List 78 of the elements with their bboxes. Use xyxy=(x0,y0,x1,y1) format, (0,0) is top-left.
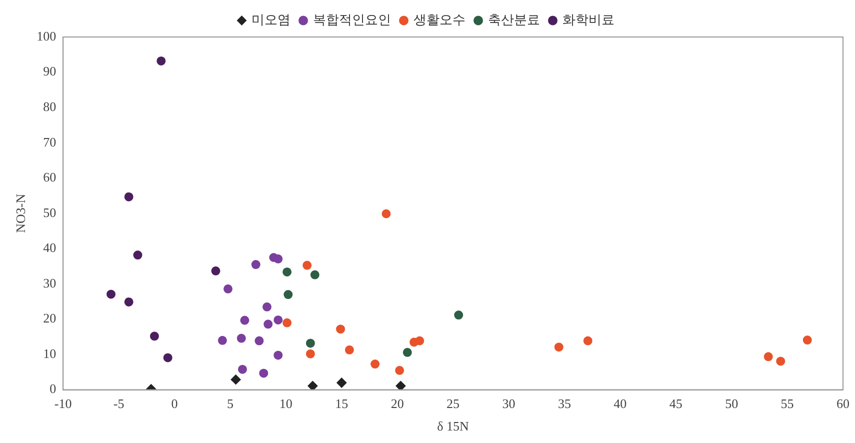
y-tick-label: 10 xyxy=(43,346,56,361)
x-tick-label: -10 xyxy=(54,396,72,412)
legend-label: 화학비료 xyxy=(562,12,614,27)
point xyxy=(308,380,318,390)
x-tick-label: 60 xyxy=(836,396,850,412)
point xyxy=(218,336,227,345)
y-tick-label: 30 xyxy=(43,275,56,290)
y-tick-label: 20 xyxy=(43,310,56,326)
point xyxy=(302,260,312,270)
x-tick-label: 10 xyxy=(279,396,292,412)
x-axis-title: δ 15N xyxy=(437,418,470,434)
point xyxy=(284,290,293,300)
y-tick-label: 40 xyxy=(43,240,56,256)
y-axis-title: NO3-N xyxy=(13,193,28,233)
y-tick-label: 0 xyxy=(50,381,56,396)
point xyxy=(306,338,315,348)
legend-label: 복합적인요인 xyxy=(312,12,391,27)
x-tick-label: 35 xyxy=(558,396,571,412)
point xyxy=(238,364,247,374)
point xyxy=(133,250,142,260)
point xyxy=(236,334,246,343)
point xyxy=(274,315,283,324)
point xyxy=(264,320,273,329)
point xyxy=(764,352,773,362)
point xyxy=(344,345,354,354)
point xyxy=(163,353,172,362)
point xyxy=(282,267,292,276)
x-tick-label: 30 xyxy=(502,396,516,412)
point xyxy=(395,366,404,375)
legend-label: 축산분료 xyxy=(488,12,540,27)
point xyxy=(262,302,272,312)
point xyxy=(240,316,250,325)
point xyxy=(274,254,283,264)
point xyxy=(802,336,812,345)
y-tick-label: 100 xyxy=(36,28,56,44)
point xyxy=(274,350,283,360)
point xyxy=(310,270,320,280)
point xyxy=(336,324,346,334)
y-tick-label: 70 xyxy=(43,134,56,150)
point xyxy=(156,56,166,66)
x-tick-label: 15 xyxy=(335,396,348,412)
point xyxy=(230,374,241,385)
point xyxy=(223,284,232,294)
point xyxy=(254,336,264,346)
point xyxy=(415,336,424,346)
point xyxy=(211,266,220,276)
point xyxy=(150,332,159,341)
point xyxy=(583,336,592,346)
point xyxy=(776,356,786,366)
y-tick-label: 90 xyxy=(43,64,56,79)
point xyxy=(370,360,380,369)
point xyxy=(259,368,268,378)
y-tick-label: 80 xyxy=(43,98,56,114)
x-tick-label: 25 xyxy=(446,396,460,412)
point xyxy=(306,349,315,358)
x-tick-label: 5 xyxy=(226,396,234,412)
y-tick-label: 50 xyxy=(43,204,56,220)
point xyxy=(382,209,391,218)
point xyxy=(124,297,134,306)
point xyxy=(336,378,347,388)
point xyxy=(454,310,464,320)
point xyxy=(402,348,412,357)
x-tick-label: 40 xyxy=(614,396,627,412)
point xyxy=(282,318,292,328)
y-tick-label: 60 xyxy=(43,170,56,185)
x-tick-label: 0 xyxy=(171,396,178,412)
x-tick-label: 45 xyxy=(669,396,682,412)
point xyxy=(251,260,260,270)
point xyxy=(396,380,406,390)
point xyxy=(124,192,134,202)
x-tick-label: 55 xyxy=(780,396,794,412)
x-tick-label: -5 xyxy=(113,396,124,412)
point xyxy=(554,342,564,352)
legend-label: 미오염 xyxy=(251,12,290,27)
legend-label: 생활오수 xyxy=(413,12,466,27)
x-tick-label: 20 xyxy=(390,396,404,412)
point xyxy=(106,290,116,299)
x-tick-label: 50 xyxy=(725,396,738,412)
